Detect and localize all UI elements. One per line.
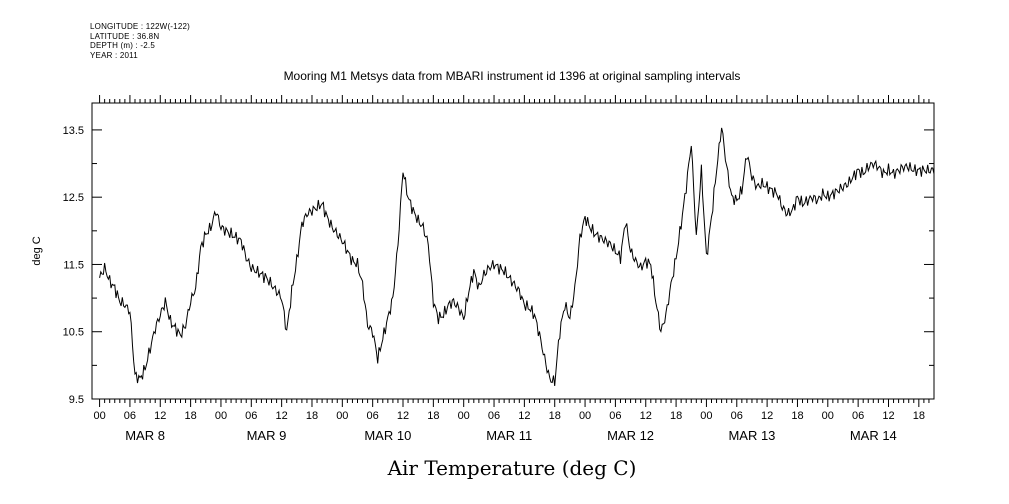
y-tick-label: 9.5: [69, 394, 84, 406]
x-hour-label: 12: [518, 410, 530, 422]
year-label: YEAR : 2011: [90, 50, 138, 60]
x-hour-label: 06: [731, 410, 743, 422]
x-hour-label: 00: [215, 410, 227, 422]
x-hour-label: 18: [184, 410, 196, 422]
x-hour-label: 00: [336, 410, 348, 422]
x-day-label: MAR 9: [247, 428, 287, 443]
x-hour-label: 00: [579, 410, 591, 422]
series-group: [99, 127, 935, 386]
x-day-label: MAR 14: [850, 428, 897, 443]
x-day-label: MAR 8: [125, 428, 165, 443]
x-hour-label: 12: [882, 410, 894, 422]
latitude-label: LATITUDE : 36.8N: [90, 31, 160, 41]
longitude-label: LONGITUDE : 122W(-122): [90, 22, 190, 31]
x-hour-label: 18: [306, 410, 318, 422]
x-day-label: MAR 12: [607, 428, 654, 443]
station-metadata: LONGITUDE : 122W(-122) LATITUDE : 36.8N …: [90, 22, 190, 60]
x-hour-label: 06: [609, 410, 621, 422]
x-hour-label: 00: [700, 410, 712, 422]
x-hour-label: 12: [276, 410, 288, 422]
x-hour-label: 06: [367, 410, 379, 422]
x-hour-label: 12: [761, 410, 773, 422]
x-hour-label: 00: [822, 410, 834, 422]
x-hour-label: 18: [913, 410, 925, 422]
y-tick-label: 12.5: [63, 192, 84, 204]
x-hour-label: 18: [670, 410, 682, 422]
x-hour-label: 06: [852, 410, 864, 422]
x-axis-label: Air Temperature (deg C): [387, 456, 637, 480]
x-day-label: MAR 13: [728, 428, 775, 443]
x-day-label: MAR 11: [486, 428, 532, 443]
x-hour-label: 12: [397, 410, 409, 422]
y-tick-label: 13.5: [63, 125, 84, 137]
x-hour-label: 12: [640, 410, 652, 422]
x-hour-label: 06: [124, 410, 136, 422]
plot-frame: [91, 102, 935, 400]
chart-title: Mooring M1 Metsys data from MBARI instru…: [284, 69, 741, 83]
y-tick-label: 10.5: [63, 327, 84, 339]
x-hour-label: 18: [427, 410, 439, 422]
y-tick-label: 11.5: [63, 259, 84, 271]
y-axis-label: deg C: [31, 236, 43, 265]
x-hour-label: 00: [93, 410, 105, 422]
x-hour-label: 18: [791, 410, 803, 422]
x-hour-label: 00: [458, 410, 470, 422]
depth-label: DEPTH (m) : -2.5: [90, 41, 155, 50]
axes-group: 9.5 10.5 11.5 12.5 13.5 00 06 12 18 MAR 8 00 06 12 18…: [63, 95, 934, 443]
x-hour-label: 12: [154, 410, 166, 422]
x-hour-label: 06: [245, 410, 257, 422]
x-day-label: MAR 10: [364, 428, 411, 443]
x-hour-label: 18: [549, 410, 561, 422]
series-line-air-temperature: [99, 127, 935, 386]
x-hour-label: 06: [488, 410, 500, 422]
